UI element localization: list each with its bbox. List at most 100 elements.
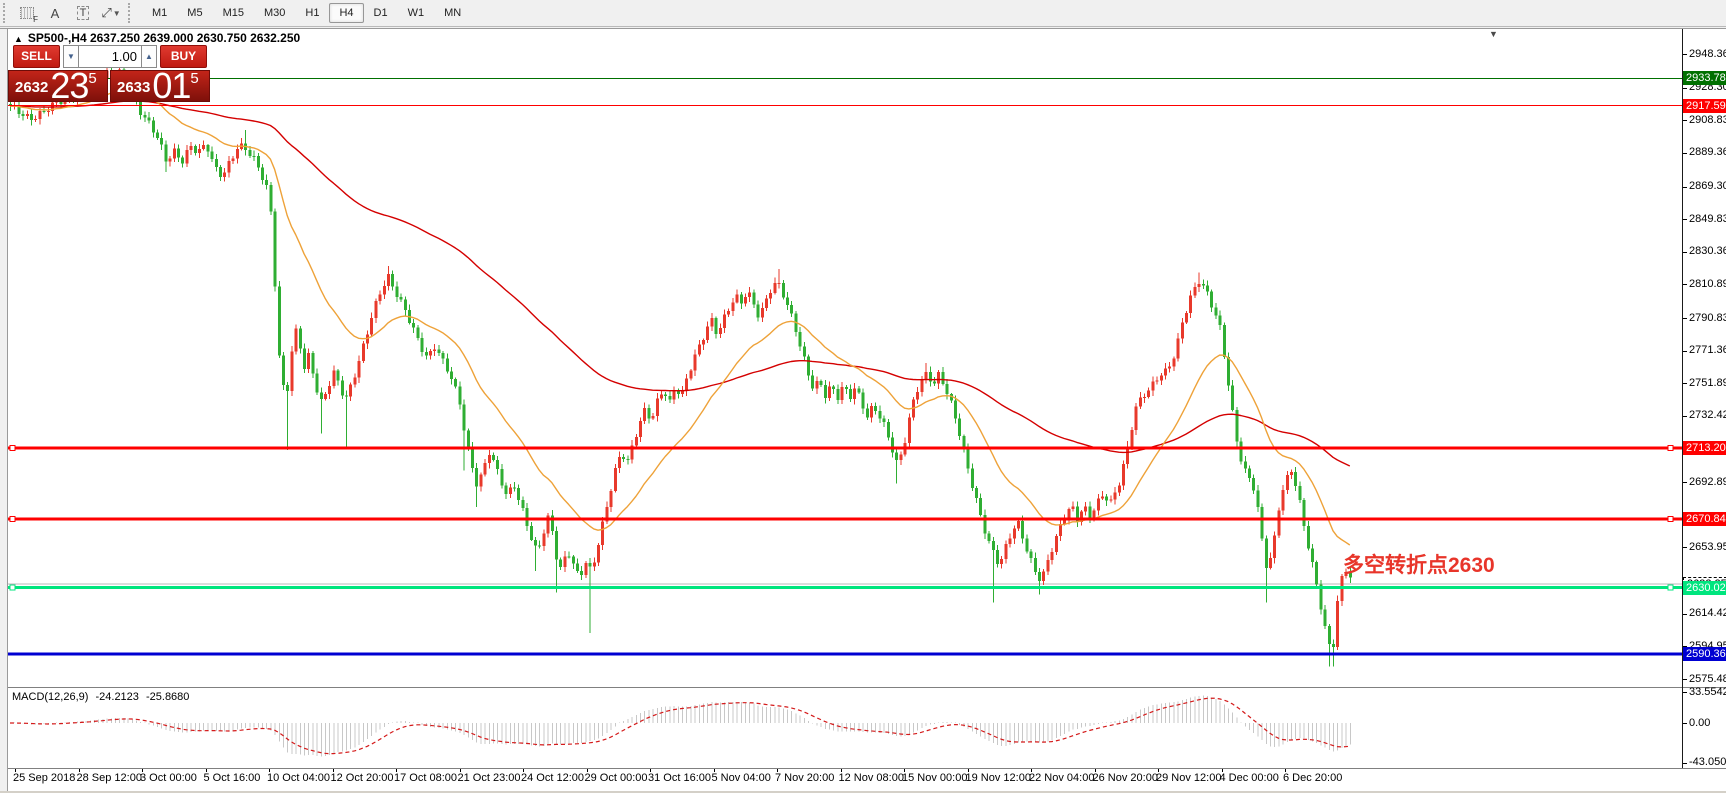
price-tick xyxy=(1683,152,1687,154)
bid-price-big: 23 xyxy=(50,70,89,102)
time-tick xyxy=(269,769,270,772)
chart-frame-top xyxy=(0,28,1726,29)
timeframe-button-M15[interactable]: M15 xyxy=(222,7,244,19)
ask-price-small: 2633 xyxy=(117,79,151,96)
toolbar-grip[interactable] xyxy=(3,3,10,23)
price-line-label: 2917.591 xyxy=(1683,98,1726,113)
price-tick-label: 2869.300 xyxy=(1689,180,1726,193)
time-axis-label: 4 Dec 00:00 xyxy=(1219,772,1279,784)
time-tick xyxy=(332,769,334,772)
arrows-glyph: ⤢ xyxy=(101,5,112,20)
cycle-arrows-icon[interactable]: ⤢ ▼ xyxy=(99,2,123,24)
macd-tick-label: 33.5542 xyxy=(1689,685,1726,698)
price-tick xyxy=(1683,54,1687,55)
price-tick xyxy=(1683,646,1687,648)
sell-button[interactable]: SELL xyxy=(13,45,60,68)
templates-grid-icon[interactable]: F xyxy=(15,2,39,24)
time-axis-separator xyxy=(8,768,1726,769)
chevron-down-icon: ▼ xyxy=(112,8,121,18)
time-axis-label: 7 Nov 20:00 xyxy=(775,772,835,784)
chart-shift-marker-icon[interactable]: ▼ xyxy=(1489,29,1498,39)
chart-frame-left xyxy=(7,28,8,793)
volume-stepper: ▼ 1.00 ▲ xyxy=(63,45,157,68)
macd-indicator-plot[interactable] xyxy=(8,688,1682,768)
candlestick-plot[interactable] xyxy=(8,30,1682,687)
volume-down-button[interactable]: ▼ xyxy=(63,45,79,68)
chart-plot-area[interactable] xyxy=(8,29,1726,687)
time-tick xyxy=(840,769,842,772)
price-line-label: 2590.367 xyxy=(1683,647,1726,662)
macd-tick xyxy=(1683,692,1687,694)
price-tick xyxy=(1683,383,1687,385)
time-tick xyxy=(586,769,588,772)
timeframe-button-H4[interactable]: H4 xyxy=(329,3,364,23)
price-tick xyxy=(1683,284,1687,286)
price-tick xyxy=(1683,482,1687,484)
time-tick xyxy=(142,769,143,772)
toolbar-grip-2[interactable] xyxy=(128,3,135,23)
price-tick-label: 2692.890 xyxy=(1689,475,1726,488)
price-line-label: 2670.845 xyxy=(1683,512,1726,527)
price-tick-label: 2771.360 xyxy=(1689,344,1726,357)
price-tick-label: 2908.830 xyxy=(1689,113,1726,126)
time-axis-label: 24 Oct 12:00 xyxy=(521,772,584,784)
price-tick-label: 2889.360 xyxy=(1689,146,1726,159)
price-tick xyxy=(1683,350,1687,352)
price-tick xyxy=(1683,251,1687,253)
price-tick-label: 2849.830 xyxy=(1689,212,1726,225)
price-tick xyxy=(1683,186,1687,188)
font-glyph: A xyxy=(50,5,60,21)
text-annotation[interactable]: 多空转折点2630 xyxy=(1343,554,1495,577)
timeframe-button-W1[interactable]: W1 xyxy=(407,7,425,19)
time-axis-label: 21 Oct 23:00 xyxy=(457,772,521,784)
timeframe-button-M1[interactable]: M1 xyxy=(152,7,168,19)
price-tick-label: 2948.360 xyxy=(1689,47,1726,60)
price-tick xyxy=(1683,547,1687,549)
macd-label: MACD(12,26,9) -24.2123 -25.8680 xyxy=(12,691,193,703)
time-tick xyxy=(650,769,651,772)
macd-tick-label: -43.0509 xyxy=(1689,756,1726,769)
buy-button[interactable]: BUY xyxy=(160,45,207,68)
time-axis-label: 29 Oct 00:00 xyxy=(584,772,648,784)
ask-price-sup: 5 xyxy=(190,70,199,87)
macd-separator[interactable] xyxy=(8,687,1726,688)
time-axis-label: 10 Oct 04:00 xyxy=(267,772,330,784)
time-tick xyxy=(78,769,80,772)
macd-value-signal: -25.8680 xyxy=(145,691,190,703)
timeframe-button-MN[interactable]: MN xyxy=(444,7,462,19)
volume-up-button[interactable]: ▲ xyxy=(141,45,157,68)
text-glyph: T xyxy=(76,6,90,20)
price-tick-label: 2575.480 xyxy=(1689,672,1726,685)
bid-price[interactable]: 2632 23 5 xyxy=(8,70,108,102)
macd-name: MACD(12,26,9) xyxy=(12,691,89,703)
price-tick xyxy=(1683,318,1687,320)
price-tick xyxy=(1683,120,1687,122)
time-axis-label: 12 Nov 08:00 xyxy=(838,772,904,784)
timeframe-button-M5[interactable]: M5 xyxy=(187,7,203,19)
price-tick-label: 2790.830 xyxy=(1689,311,1726,324)
timeframe-button-M30[interactable]: M30 xyxy=(263,7,286,19)
timeframe-button-H1[interactable]: H1 xyxy=(305,7,320,19)
grid-glyph xyxy=(20,7,34,19)
time-tick xyxy=(205,769,207,772)
time-axis-label: 3 Oct 00:00 xyxy=(140,772,197,784)
time-axis-label: 5 Oct 16:00 xyxy=(203,772,261,784)
price-tick-label: 2810.890 xyxy=(1689,277,1726,290)
time-tick xyxy=(777,769,778,772)
time-axis-label: 17 Oct 08:00 xyxy=(394,772,457,784)
macd-tick-label: 0.00 xyxy=(1689,716,1711,729)
text-label-icon[interactable]: T xyxy=(71,2,95,24)
timeframe-button-D1[interactable]: D1 xyxy=(373,7,388,19)
font-icon[interactable]: A xyxy=(43,2,67,24)
time-tick xyxy=(1158,769,1159,772)
ask-price[interactable]: 2633 01 5 xyxy=(110,70,210,102)
time-axis-label: 31 Oct 16:00 xyxy=(648,772,711,784)
time-tick xyxy=(459,769,461,772)
time-tick xyxy=(523,769,524,772)
collapse-icon[interactable]: ▲ xyxy=(14,34,23,44)
time-axis-label: 5 Nov 04:00 xyxy=(711,772,771,784)
price-line-label: 2713.202 xyxy=(1683,441,1726,456)
chart-title: ▲ SP500-,H4 2637.250 2639.000 2630.750 26… xyxy=(14,31,300,45)
time-axis xyxy=(8,769,1726,791)
volume-input[interactable]: 1.00 xyxy=(79,45,141,68)
